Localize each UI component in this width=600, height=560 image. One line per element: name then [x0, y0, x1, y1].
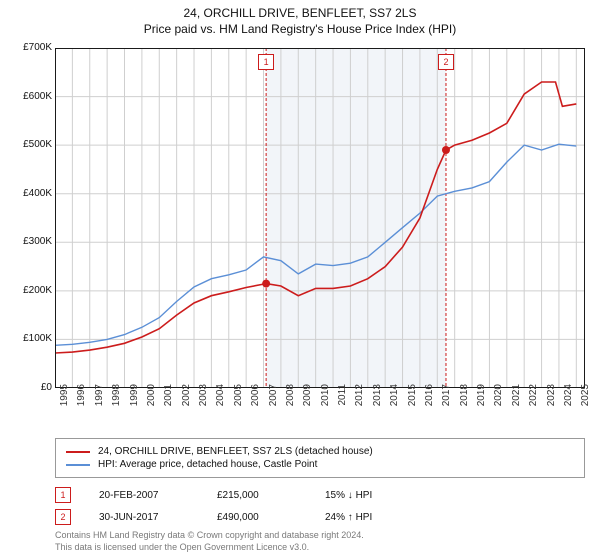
- sale-marker-box: 2: [55, 509, 71, 525]
- x-tick-label: 1995: [59, 384, 70, 424]
- x-tick-label: 2002: [181, 384, 192, 424]
- x-tick-label: 2013: [372, 384, 383, 424]
- sale-row: 2 30-JUN-2017 £490,000 24% ↑ HPI: [55, 506, 585, 528]
- footer-attribution: Contains HM Land Registry data © Crown c…: [55, 530, 575, 553]
- x-tick-label: 2012: [354, 384, 365, 424]
- legend-item: HPI: Average price, detached house, Cast…: [66, 458, 574, 471]
- x-tick-label: 2000: [146, 384, 157, 424]
- sale-marker-1: 1: [258, 54, 274, 70]
- x-tick-label: 2008: [285, 384, 296, 424]
- x-tick-label: 2020: [493, 384, 504, 424]
- legend-label: HPI: Average price, detached house, Cast…: [98, 459, 317, 470]
- sale-records: 1 20-FEB-2007 £215,000 15% ↓ HPI 2 30-JUN-201…: [55, 484, 585, 528]
- x-tick-label: 2005: [233, 384, 244, 424]
- legend-label: 24, ORCHILL DRIVE, BENFLEET, SS7 2LS (de…: [98, 446, 373, 457]
- x-tick-label: 2018: [459, 384, 470, 424]
- x-tick-label: 2015: [407, 384, 418, 424]
- x-tick-label: 2016: [424, 384, 435, 424]
- y-tick-label: £0: [2, 382, 52, 393]
- x-tick-label: 2006: [250, 384, 261, 424]
- sale-marker-box: 1: [55, 487, 71, 503]
- sale-row: 1 20-FEB-2007 £215,000 15% ↓ HPI: [55, 484, 585, 506]
- sale-marker-2: 2: [438, 54, 454, 70]
- x-tick-label: 2017: [441, 384, 452, 424]
- x-tick-label: 2019: [476, 384, 487, 424]
- title-subtitle: Price paid vs. HM Land Registry's House …: [10, 22, 590, 36]
- sale-price: £215,000: [217, 490, 297, 501]
- y-tick-label: £600K: [2, 91, 52, 102]
- legend-box: 24, ORCHILL DRIVE, BENFLEET, SS7 2LS (de…: [55, 438, 585, 478]
- y-tick-label: £200K: [2, 285, 52, 296]
- title-address: 24, ORCHILL DRIVE, BENFLEET, SS7 2LS: [10, 6, 590, 20]
- x-tick-label: 1999: [129, 384, 140, 424]
- footer-line2: This data is licensed under the Open Gov…: [55, 542, 575, 554]
- x-tick-label: 1996: [76, 384, 87, 424]
- y-tick-label: £300K: [2, 236, 52, 247]
- sale-date: 30-JUN-2017: [99, 512, 189, 523]
- x-tick-label: 2023: [546, 384, 557, 424]
- y-tick-label: £700K: [2, 42, 52, 53]
- legend-swatch: [66, 451, 90, 453]
- x-tick-label: 2025: [580, 384, 591, 424]
- x-tick-label: 2014: [389, 384, 400, 424]
- y-tick-label: £500K: [2, 139, 52, 150]
- x-tick-label: 2003: [198, 384, 209, 424]
- x-tick-label: 2009: [302, 384, 313, 424]
- legend-item: 24, ORCHILL DRIVE, BENFLEET, SS7 2LS (de…: [66, 445, 574, 458]
- x-tick-label: 2001: [163, 384, 174, 424]
- x-tick-label: 2022: [528, 384, 539, 424]
- y-tick-label: £100K: [2, 333, 52, 344]
- x-tick-label: 2011: [337, 384, 348, 424]
- sale-price: £490,000: [217, 512, 297, 523]
- x-tick-label: 2007: [268, 384, 279, 424]
- x-tick-label: 2021: [511, 384, 522, 424]
- chart-plot-area: 12: [55, 48, 585, 388]
- x-tick-label: 2024: [563, 384, 574, 424]
- x-tick-label: 2004: [215, 384, 226, 424]
- x-tick-label: 1997: [94, 384, 105, 424]
- x-tick-label: 2010: [320, 384, 331, 424]
- sale-date: 20-FEB-2007: [99, 490, 189, 501]
- sale-delta: 15% ↓ HPI: [325, 490, 415, 501]
- legend-swatch: [66, 464, 90, 466]
- x-axis-labels: 1995199619971998199920002001200220032004…: [55, 390, 585, 440]
- y-tick-label: £400K: [2, 188, 52, 199]
- x-tick-label: 1998: [111, 384, 122, 424]
- footer-line1: Contains HM Land Registry data © Crown c…: [55, 530, 575, 542]
- chart-svg: [55, 48, 585, 388]
- sale-delta: 24% ↑ HPI: [325, 512, 415, 523]
